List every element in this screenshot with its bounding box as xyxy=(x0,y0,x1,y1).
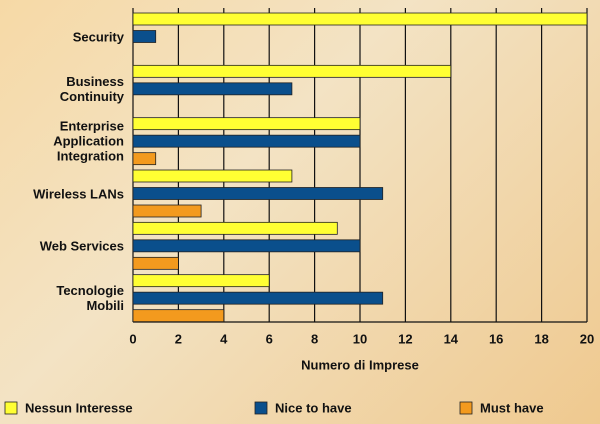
bar xyxy=(132,256,179,270)
bar xyxy=(132,134,361,148)
y-tick-label: Wireless LANs xyxy=(33,186,124,201)
legend-swatch xyxy=(254,401,268,415)
y-tick-label: Web Services xyxy=(39,238,124,254)
bar xyxy=(132,117,361,131)
bar xyxy=(132,274,270,288)
x-tick-label: 14 xyxy=(444,331,459,346)
x-tick-label: 18 xyxy=(534,331,548,346)
legend-label: Nessun Interesse xyxy=(25,400,133,415)
bar xyxy=(132,169,293,183)
x-tick-label: 10 xyxy=(353,331,367,346)
bar xyxy=(132,204,202,218)
y-tick-label: Tecnologie Mobili xyxy=(56,283,124,314)
x-tick-label: 20 xyxy=(580,331,594,346)
bar xyxy=(132,309,225,323)
bar xyxy=(132,152,157,166)
legend-label: Must have xyxy=(480,400,544,415)
y-tick-label: Enterprise Application Integration xyxy=(53,118,124,164)
bar xyxy=(132,291,384,305)
x-tick-label: 0 xyxy=(129,331,136,346)
legend-label: Nice to have xyxy=(275,400,352,415)
x-tick-label: 8 xyxy=(311,331,318,346)
y-tick-label: Security xyxy=(72,29,124,44)
bar xyxy=(132,30,157,43)
bar xyxy=(132,239,361,253)
legend-swatch xyxy=(4,401,18,415)
bar xyxy=(132,221,338,235)
legend-swatch xyxy=(459,401,473,415)
bar xyxy=(132,82,293,96)
x-tick-label: 4 xyxy=(220,331,228,346)
bar xyxy=(132,187,384,200)
x-tick-label: 6 xyxy=(266,331,273,346)
x-tick-label: 12 xyxy=(398,331,412,346)
x-axis-title: Numero di Imprese xyxy=(301,357,419,372)
x-tick-label: 16 xyxy=(489,331,503,346)
x-tick-label: 2 xyxy=(175,331,182,346)
bar xyxy=(132,12,588,26)
bar xyxy=(132,64,452,78)
y-tick-label: Business Continuity xyxy=(59,73,124,104)
